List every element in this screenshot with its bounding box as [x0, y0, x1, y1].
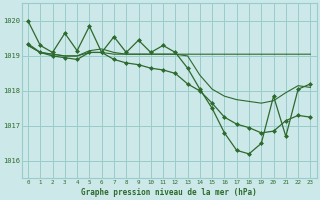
- X-axis label: Graphe pression niveau de la mer (hPa): Graphe pression niveau de la mer (hPa): [81, 188, 257, 197]
